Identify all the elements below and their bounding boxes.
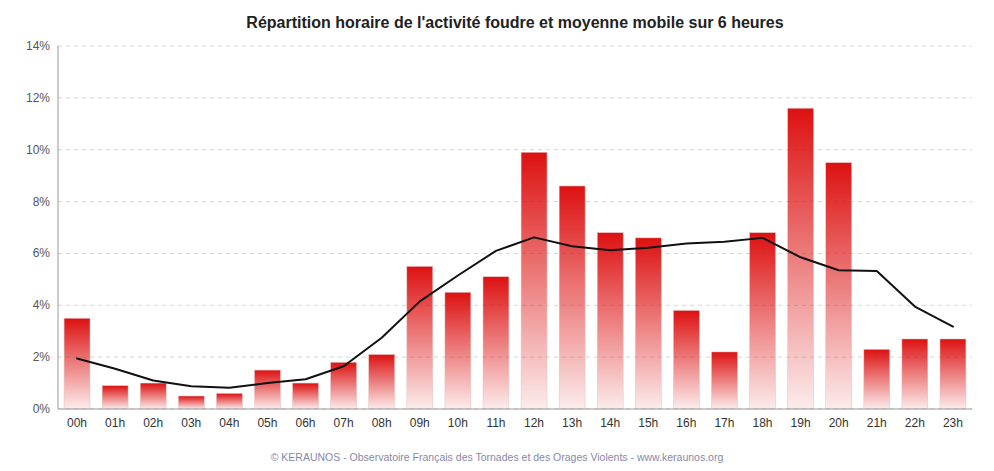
grid-line	[58, 149, 972, 150]
x-tick-label: 01h	[105, 416, 125, 430]
y-tick-label: 2%	[33, 350, 51, 364]
bar	[673, 310, 699, 409]
bar	[826, 163, 852, 409]
x-tick-label: 16h	[676, 416, 696, 430]
x-tick-label: 14h	[600, 416, 620, 430]
y-tick-label: 14%	[26, 39, 50, 53]
grid-line	[58, 97, 972, 98]
x-tick-label: 02h	[143, 416, 163, 430]
x-tick-label: 19h	[791, 416, 811, 430]
x-tick-label: 13h	[562, 416, 582, 430]
bar	[635, 238, 661, 409]
bar	[293, 383, 319, 409]
y-tick-label: 10%	[26, 143, 50, 157]
bar	[255, 370, 281, 409]
plot-data	[64, 108, 966, 409]
chart-container: 0% 2% 4% 6% 8% 10% 12% 14% 00h 01h 02h 03h 04h 05h 06h…	[0, 0, 994, 471]
x-tick-label: 20h	[829, 416, 849, 430]
bar	[445, 292, 471, 409]
bar	[178, 396, 204, 409]
chart-title: Répartition horaire de l'activité foudre…	[246, 14, 783, 31]
y-axis-line	[58, 46, 59, 409]
bar	[940, 339, 966, 409]
x-tick-label: 00h	[67, 416, 87, 430]
bar	[788, 108, 814, 409]
moving-average-line	[77, 237, 953, 387]
x-tick-label: 17h	[714, 416, 734, 430]
bar	[483, 277, 509, 409]
x-axis-line	[58, 409, 972, 410]
x-tick-label: 23h	[943, 416, 963, 430]
x-tick-label: 09h	[410, 416, 430, 430]
page: {"chart_data": { "type": "bar", "title":…	[0, 0, 994, 471]
y-tick-label: 8%	[33, 195, 51, 209]
x-tick-label: 22h	[905, 416, 925, 430]
bar	[864, 349, 890, 409]
bar	[102, 386, 128, 409]
y-tick-label: 0%	[33, 402, 51, 416]
bar	[902, 339, 928, 409]
bar	[712, 352, 738, 409]
bar	[597, 233, 623, 409]
bar	[407, 266, 433, 409]
x-tick-label: 10h	[448, 416, 468, 430]
y-tick-label: 4%	[33, 298, 51, 312]
bar	[64, 318, 90, 409]
x-tick-label: 21h	[867, 416, 887, 430]
x-tick-label: 03h	[181, 416, 201, 430]
grid-line	[58, 46, 972, 47]
grid-line	[58, 409, 972, 410]
bar	[369, 355, 395, 409]
bar	[521, 152, 547, 409]
bar	[559, 186, 585, 409]
x-tick-label: 12h	[524, 416, 544, 430]
footer-annotation: © KERAUNOS - Observatoire Français des T…	[271, 451, 724, 463]
x-tick-label: 07h	[334, 416, 354, 430]
x-tick-label: 06h	[296, 416, 316, 430]
x-tick-label: 18h	[753, 416, 773, 430]
x-tick-label: 05h	[257, 416, 277, 430]
bar	[140, 383, 166, 409]
y-tick-label: 12%	[26, 91, 50, 105]
x-tick-label: 04h	[219, 416, 239, 430]
x-tick-label: 11h	[486, 416, 505, 430]
x-tick-label: 08h	[372, 416, 392, 430]
y-tick-label: 6%	[33, 246, 51, 260]
bar	[750, 233, 776, 409]
bar	[216, 393, 242, 409]
x-tick-label: 15h	[638, 416, 658, 430]
y-grid	[58, 46, 972, 409]
chart-svg: 0% 2% 4% 6% 8% 10% 12% 14% 00h 01h 02h 03h 04h 05h 06h…	[0, 0, 994, 471]
